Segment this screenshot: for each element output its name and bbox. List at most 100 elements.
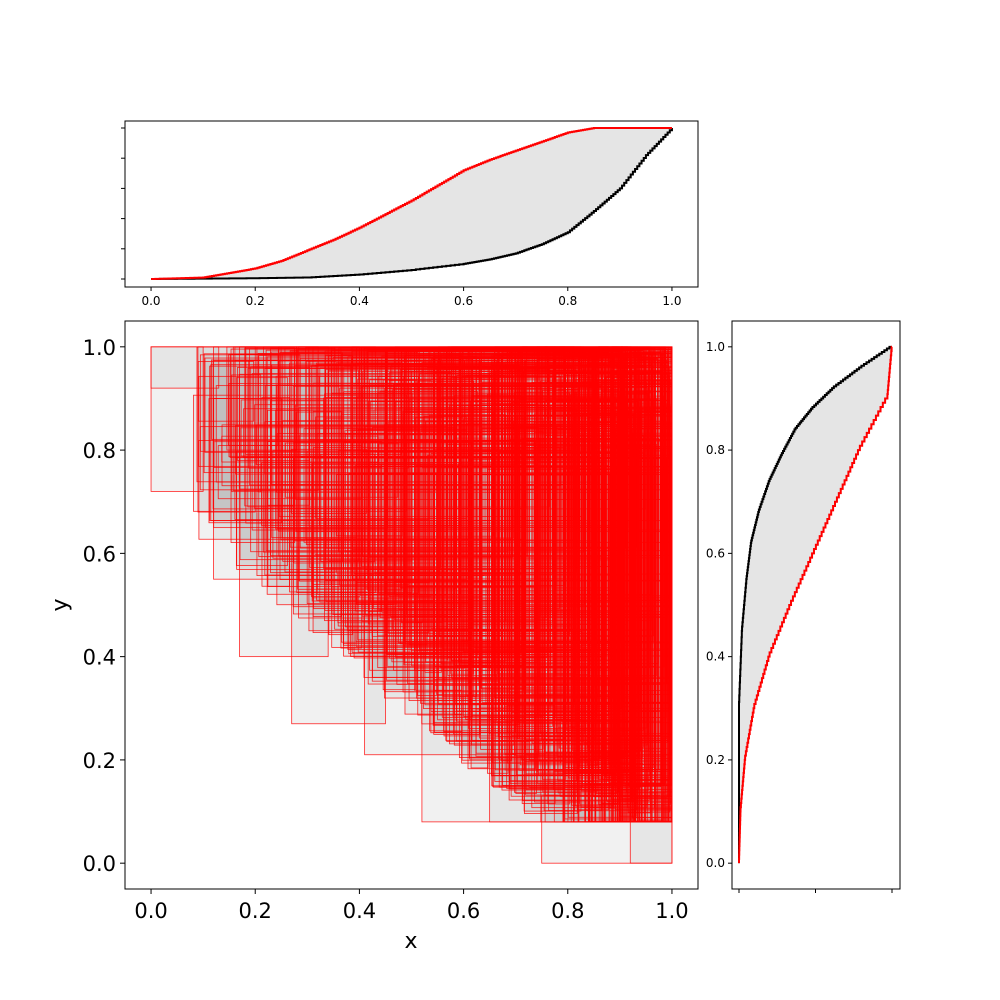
main-x-tick-label: 0.4: [343, 899, 376, 923]
interval-box: [586, 348, 656, 765]
interval-box: [231, 374, 262, 493]
top-fill-between: [151, 128, 672, 279]
right-marginal-panel: 0.0 0.2 0.4 0.6 0.8 1.0: [706, 320, 901, 893]
top-x-tick-label: 0.8: [558, 294, 577, 308]
interval-box: [421, 467, 581, 725]
top-panel-frame: [124, 120, 699, 288]
interval-box: [585, 355, 646, 823]
main-x-tick-label: 0.2: [239, 899, 272, 923]
interval-box: [292, 442, 473, 615]
interval-box: [312, 346, 409, 585]
interval-box: [481, 427, 590, 675]
right-y-tick-label: 0.6: [706, 546, 725, 560]
top-red-cdf-line: [151, 127, 672, 280]
interval-box: [528, 354, 614, 788]
interval-box: [478, 362, 568, 686]
interval-box: [249, 348, 565, 486]
x-axis-label: x: [404, 929, 417, 954]
top-x-ticks: 0.0 0.2 0.4 0.6 0.8 1.0: [141, 287, 682, 308]
interval-box: [276, 384, 395, 606]
interval-box: [382, 379, 416, 691]
top-x-tick-label: 1.0: [662, 294, 681, 308]
y-axis-label: y: [48, 598, 73, 611]
interval-box: [229, 353, 517, 458]
right-fill-between: [739, 346, 892, 864]
right-red-cdf-line: [738, 345, 893, 864]
interval-box: [469, 457, 663, 722]
right-y-tick-label: 0.8: [706, 443, 725, 457]
interval-box: [392, 389, 580, 630]
interval-box: [514, 411, 603, 757]
interval-box: [309, 360, 442, 568]
interval-box: [373, 409, 578, 573]
interval-box: [364, 347, 519, 571]
interval-box: [387, 421, 595, 634]
interval-box: [491, 379, 631, 787]
interval-box: [631, 380, 672, 786]
interval-box: [328, 355, 354, 636]
right-y-tick-label: 0.4: [706, 650, 725, 664]
right-black-cdf-line: [738, 345, 892, 864]
main-y-tick-label: 0.4: [83, 646, 116, 670]
main-y-ticks: 0.0 0.2 0.4 0.6 0.8 1.0: [83, 336, 125, 876]
main-y-tick-label: 0.6: [83, 542, 116, 566]
interval-box: [438, 376, 457, 638]
interval-box: [198, 440, 535, 467]
interval-box: [357, 378, 499, 641]
main-y-tick-label: 0.8: [83, 439, 116, 463]
interval-box: [467, 474, 572, 648]
right-x-ticks: [738, 889, 893, 893]
interval-box: [308, 439, 536, 632]
top-x-tick-label: 0.4: [350, 294, 369, 308]
interval-box: [390, 365, 461, 618]
right-y-ticks: 0.0 0.2 0.4 0.6 0.8 1.0: [706, 340, 732, 870]
interval-box: [197, 361, 255, 422]
interval-box: [635, 427, 673, 823]
interval-box: [261, 396, 290, 587]
main-y-tick-label: 0.2: [83, 749, 116, 773]
interval-box: [377, 356, 651, 669]
interval-box: [311, 365, 361, 597]
interval-box: [400, 371, 553, 623]
interval-box: [348, 472, 437, 655]
main-panel-frame: [124, 320, 699, 890]
interval-box: [414, 360, 465, 669]
interval-box: [516, 415, 636, 786]
main-x-tick-label: 0.6: [447, 899, 480, 923]
main-y-tick-label: 1.0: [83, 336, 116, 360]
interval-box: [521, 346, 556, 804]
interval-box: [420, 431, 504, 704]
right-y-tick-label: 1.0: [706, 340, 725, 354]
main-x-tick-label: 0.0: [134, 899, 167, 923]
box-fill: [151, 346, 204, 492]
right-y-tick-label: 0.2: [706, 753, 725, 767]
top-marginal-panel: 0.0 0.2 0.4 0.6 0.8 1.0: [121, 120, 699, 308]
interval-box: [378, 443, 571, 611]
main-x-ticks: 0.0 0.2 0.4 0.6 0.8 1.0: [134, 889, 689, 923]
interval-box: [150, 346, 220, 389]
interval-box: [367, 350, 621, 591]
interval-box: [381, 355, 639, 613]
top-x-tick-label: 0.2: [246, 294, 265, 308]
interval-box: [297, 349, 403, 590]
interval-box: [437, 365, 574, 721]
main-box-panel: 0.0 0.2 0.4 0.6 0.8 1.0 0.00.20.40.60.81.0 x …: [48, 320, 699, 954]
top-x-tick-label: 0.6: [454, 294, 473, 308]
main-y-tick-label: 0.0: [83, 852, 116, 876]
top-y-ticks: [121, 127, 125, 280]
top-black-cdf-line: [151, 128, 673, 280]
interval-box: [213, 398, 626, 529]
interval-box: [547, 346, 642, 730]
box-fill: [200, 354, 300, 452]
interval-box: [325, 369, 613, 561]
main-x-tick-label: 0.8: [551, 899, 584, 923]
interval-box: [285, 442, 399, 498]
interval-box: [394, 383, 494, 583]
right-y-tick-label: 0.0: [706, 856, 725, 870]
interval-box: [577, 388, 610, 811]
main-x-tick-label: 1.0: [655, 899, 688, 923]
top-x-tick-label: 0.0: [141, 294, 160, 308]
interval-box: [409, 386, 428, 646]
interval-box: [508, 408, 611, 801]
